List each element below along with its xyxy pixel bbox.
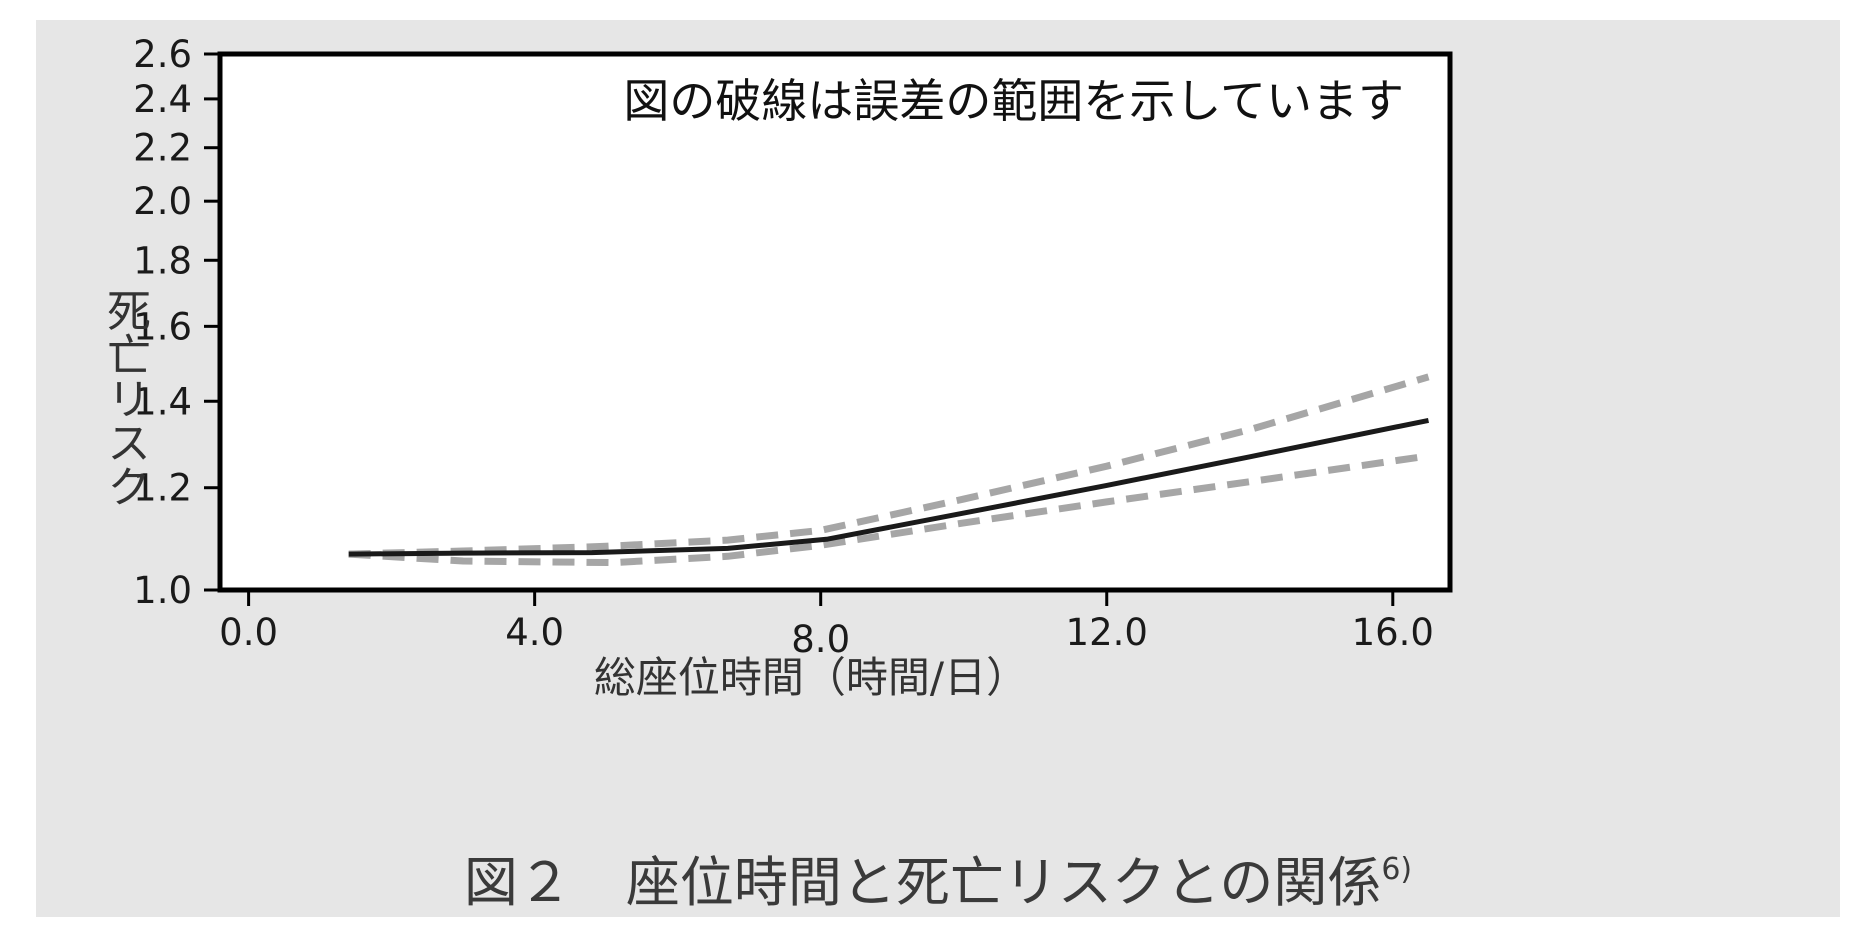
x-tick-label: 12.0 (1066, 611, 1148, 654)
x-tick-label: 8.0 (791, 618, 850, 661)
y-axis-title: 死亡リスク (99, 288, 150, 508)
lower-confidence-line (348, 452, 1430, 567)
figure-panel: 1.0 1.2 1.4 1.6 1.8 2.0 2.2 2.4 2.6 0.0 4.0 8.0 12.… (36, 20, 1840, 917)
x-tick-label: 0.0 (219, 611, 278, 654)
figure-caption-reference: 6) (1381, 852, 1413, 887)
upper-confidence-line (348, 373, 1430, 558)
y-tick-label: 1.2 (133, 467, 192, 510)
risk-line (348, 417, 1429, 557)
figure-caption-text: 図２ 座位時間と死亡リスクとの関係 (463, 851, 1382, 914)
y-tick-label: 1.8 (133, 239, 192, 282)
y-tick-label: 1.0 (133, 569, 192, 612)
y-axis: 1.0 1.2 1.4 1.6 1.8 2.0 2.2 2.42.6 (133, 33, 220, 612)
x-tick-label: 16.0 (1352, 611, 1434, 654)
x-axis: 0.0 4.0 8.0 12.0 16.0 (219, 590, 1434, 661)
chart: 1.0 1.2 1.4 1.6 1.8 2.0 2.2 2.42.6 0.0 4.0 8.0 12.… (133, 33, 1453, 702)
y-tick-label: 2.0 (133, 180, 192, 223)
y-tick-label: 1.6 (133, 305, 192, 348)
y-tick-label: 2.2 (133, 127, 192, 170)
y-tick-label: 2.6 (133, 33, 192, 76)
figure-caption: 図２ 座位時間と死亡リスクとの関係6) (36, 838, 1840, 917)
series-layer (348, 373, 1430, 567)
x-tick-label: 4.0 (505, 611, 564, 654)
y-tick-label: 2.4 (133, 78, 192, 121)
plot-area (217, 51, 1453, 593)
x-axis-title: 総座位時間（時間/日） (594, 653, 1028, 702)
chart-annotation: 図の破線は誤差の範囲を示しています (623, 74, 1404, 128)
y-tick-label: 1.4 (133, 380, 192, 423)
